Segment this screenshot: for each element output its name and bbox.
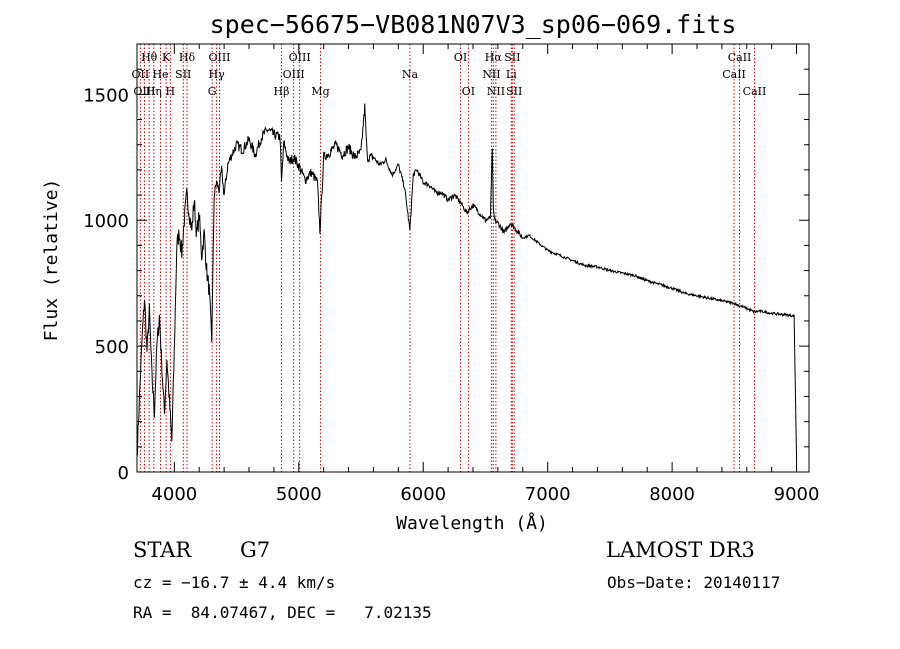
y-tick-label: 500: [95, 337, 129, 358]
x-tick-label: 5000: [276, 484, 322, 505]
observation-date: Obs−Date: 20140117: [607, 573, 781, 592]
line-label: He: [152, 68, 168, 81]
x-axis-ticks: 4000 5000 6000 7000 8000 9000: [151, 44, 819, 505]
line-label: Hδ: [179, 51, 196, 64]
x-tick-label: 7000: [525, 484, 571, 505]
survey-name: LAMOST DR3: [606, 538, 755, 562]
line-label: Na: [402, 68, 419, 81]
line-label: OIII: [289, 51, 311, 64]
x-tick-label: 6000: [400, 484, 446, 505]
plot-frame: [136, 43, 810, 473]
object-class: STAR: [133, 538, 192, 562]
line-label: K: [162, 51, 171, 64]
line-label: OIII: [283, 68, 305, 81]
y-axis-ticks: 0 500 1000 1500: [83, 43, 809, 484]
line-label: Hβ: [274, 85, 290, 98]
line-label: Hη: [146, 85, 162, 98]
line-label: CaII: [722, 68, 746, 81]
line-label: NII: [487, 85, 505, 98]
x-axis-label: Wavelength (Å): [396, 512, 548, 534]
line-label: H: [166, 85, 176, 98]
y-axis-label: Flux (relative): [41, 179, 62, 342]
spectral-line-markers: [139, 44, 755, 472]
line-label: OIII: [208, 51, 230, 64]
line-label: Hα: [485, 51, 503, 64]
x-tick-label: 9000: [774, 484, 820, 505]
y-tick-label: 1000: [83, 211, 129, 232]
flux-series-line: [136, 103, 798, 462]
line-label: SII: [506, 85, 522, 98]
y-tick-label: 0: [118, 463, 129, 484]
line-label: OII: [132, 68, 150, 81]
chart-title: spec−56675−VB081N07V3_sp06−069.fits: [210, 10, 737, 39]
line-label: OI: [462, 85, 475, 98]
x-tick-label: 4000: [151, 484, 197, 505]
redshift-cz: cz = −16.7 ± 4.4 km/s: [133, 573, 336, 592]
object-subclass: G7: [240, 538, 271, 562]
line-label: CaII: [728, 51, 752, 64]
x-tick-label: 8000: [649, 484, 695, 505]
line-label: G: [208, 85, 217, 98]
line-label: Mg: [311, 85, 329, 98]
line-label: Li: [506, 68, 517, 81]
line-label: CaII: [743, 85, 767, 98]
y-tick-label: 1500: [83, 85, 129, 106]
line-label: OI: [454, 51, 467, 64]
line-label: SII: [175, 68, 191, 81]
line-label: Hθ: [141, 51, 158, 64]
coordinates: RA = 84.07467, DEC = 7.02135: [133, 603, 432, 622]
line-label: SII: [504, 51, 520, 64]
line-label: Hγ: [209, 68, 226, 81]
line-label: NII: [482, 68, 500, 81]
